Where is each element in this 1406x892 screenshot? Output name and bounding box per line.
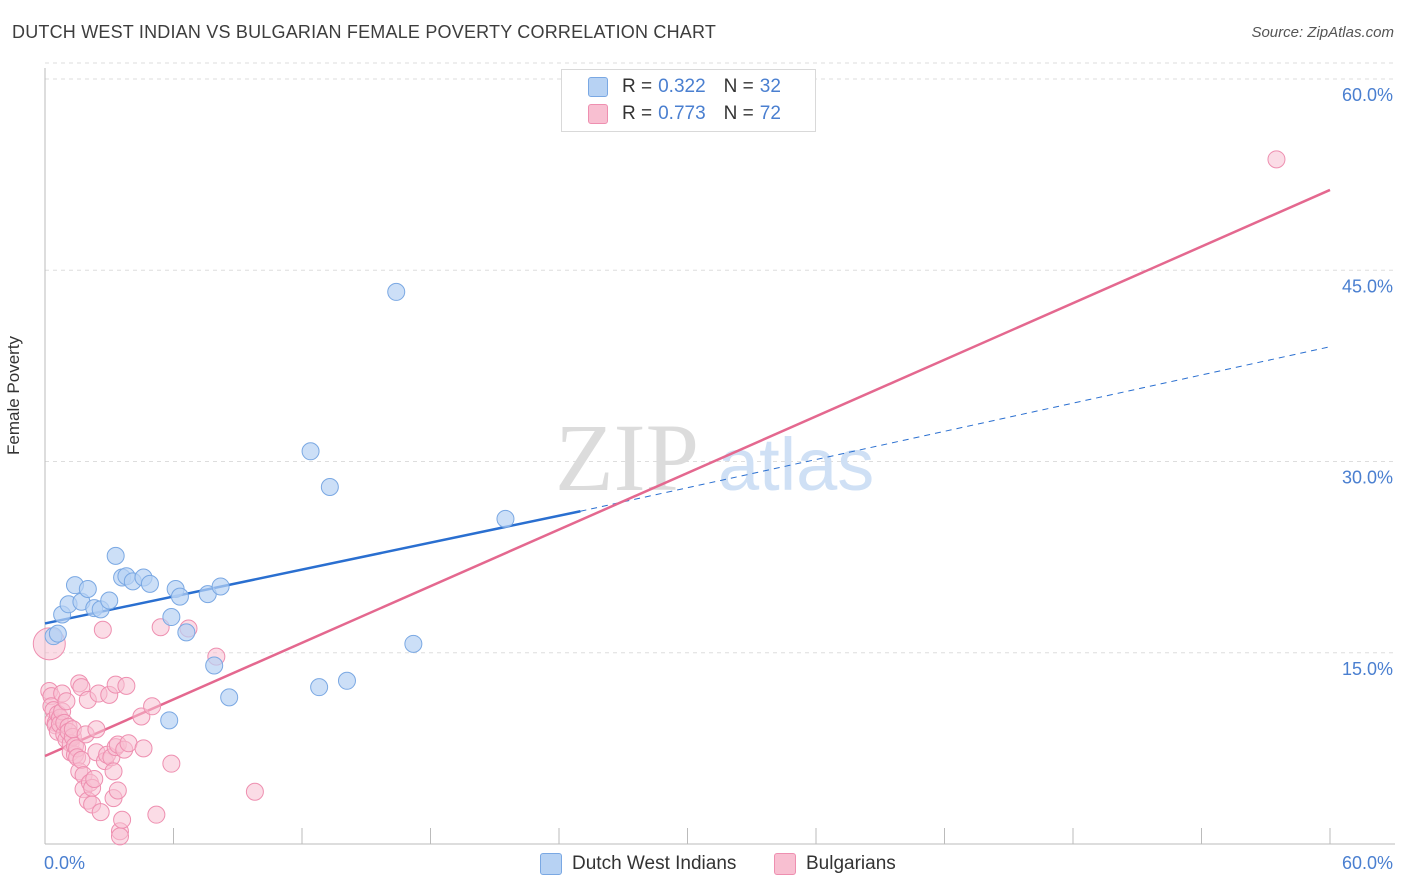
point-dutch — [160, 711, 179, 730]
point-dutch — [140, 574, 159, 593]
y-tick-label: 60.0% — [1342, 85, 1393, 105]
watermark-zip: ZIP — [555, 404, 699, 511]
point-dutch — [301, 442, 320, 461]
point-dutch — [387, 282, 406, 301]
gridlines — [45, 62, 1395, 654]
point-bulgarian — [72, 750, 91, 769]
point-bulgarian — [143, 697, 162, 716]
legend-r-label: R = — [622, 76, 653, 97]
data-points — [32, 150, 1286, 846]
point-bulgarian — [110, 827, 129, 846]
legend-r-value: 0.322 — [658, 76, 706, 97]
legend-n-label: N = — [723, 103, 754, 124]
legend-r-value: 0.773 — [658, 103, 706, 124]
point-bulgarian — [113, 810, 132, 829]
point-dutch — [220, 688, 239, 707]
point-dutch — [337, 671, 356, 690]
point-bulgarian — [134, 739, 153, 758]
x-tick-label-min: 0.0% — [44, 853, 85, 873]
point-bulgarian — [85, 769, 104, 788]
point-dutch — [310, 678, 329, 697]
point-dutch — [211, 577, 230, 596]
point-dutch — [177, 623, 196, 642]
legend-n-value: 32 — [759, 76, 781, 97]
legend-n-label: N = — [723, 76, 754, 97]
point-dutch — [48, 624, 67, 643]
legend-swatch-blue — [588, 77, 608, 97]
tick-labels: 15.0% 30.0% 45.0% 60.0% 0.0% 60.0% — [44, 85, 1393, 873]
y-tick-label: 15.0% — [1342, 659, 1393, 679]
series-swatch-blue — [540, 853, 562, 875]
series-legend-dutch[interactable]: Dutch West Indians — [540, 851, 736, 877]
point-bulgarian — [104, 762, 123, 781]
point-bulgarian — [57, 692, 76, 711]
point-bulgarian — [245, 782, 264, 801]
legend-n-value: 72 — [759, 103, 781, 124]
series-label-bulgarian: Bulgarians — [806, 853, 896, 874]
point-bulgarian — [117, 676, 136, 695]
watermark: ZIP atlas — [555, 404, 874, 511]
chart-title: DUTCH WEST INDIAN VS BULGARIAN FEMALE PO… — [12, 22, 717, 42]
watermark-atlas: atlas — [718, 423, 874, 506]
trend-line-bulgarian — [44, 188, 1331, 758]
point-bulgarian — [147, 805, 166, 824]
point-dutch — [320, 478, 339, 496]
series-swatch-pink — [774, 853, 796, 875]
legend-swatch-pink — [588, 104, 608, 124]
point-bulgarian — [119, 734, 138, 753]
point-bulgarian — [93, 620, 112, 639]
point-dutch — [78, 580, 97, 598]
point-bulgarian — [91, 803, 110, 822]
legend-r-label: R = — [622, 103, 653, 124]
point-bulgarian — [162, 754, 181, 773]
series-label-dutch: Dutch West Indians — [572, 853, 737, 874]
point-dutch — [170, 587, 189, 606]
correlation-legend: R = 0.322 N = 32 R = 0.773 N = 72 — [561, 69, 816, 132]
point-dutch — [106, 546, 125, 565]
trend-line-dutch-extension — [580, 346, 1331, 512]
point-dutch — [404, 634, 423, 653]
point-dutch — [100, 591, 119, 610]
x-tick-label-max: 60.0% — [1342, 853, 1393, 873]
y-tick-label: 30.0% — [1342, 468, 1393, 488]
source-label: Source: ZipAtlas.com — [1251, 24, 1394, 41]
legend-row-bulgarian: R = 0.773 N = 72 — [588, 102, 781, 126]
point-dutch — [205, 656, 224, 675]
series-legend-bulgarian[interactable]: Bulgarians — [774, 851, 896, 877]
point-bulgarian — [87, 720, 106, 739]
trend-lines — [44, 188, 1331, 758]
point-bulgarian — [1267, 150, 1286, 169]
axes — [44, 68, 1395, 845]
point-bulgarian — [108, 781, 127, 800]
trend-line-dutch — [44, 510, 581, 625]
point-dutch — [496, 509, 515, 528]
point-dutch — [162, 608, 181, 627]
y-tick-label: 45.0% — [1342, 276, 1393, 296]
legend-row-dutch: R = 0.322 N = 32 — [588, 75, 781, 99]
